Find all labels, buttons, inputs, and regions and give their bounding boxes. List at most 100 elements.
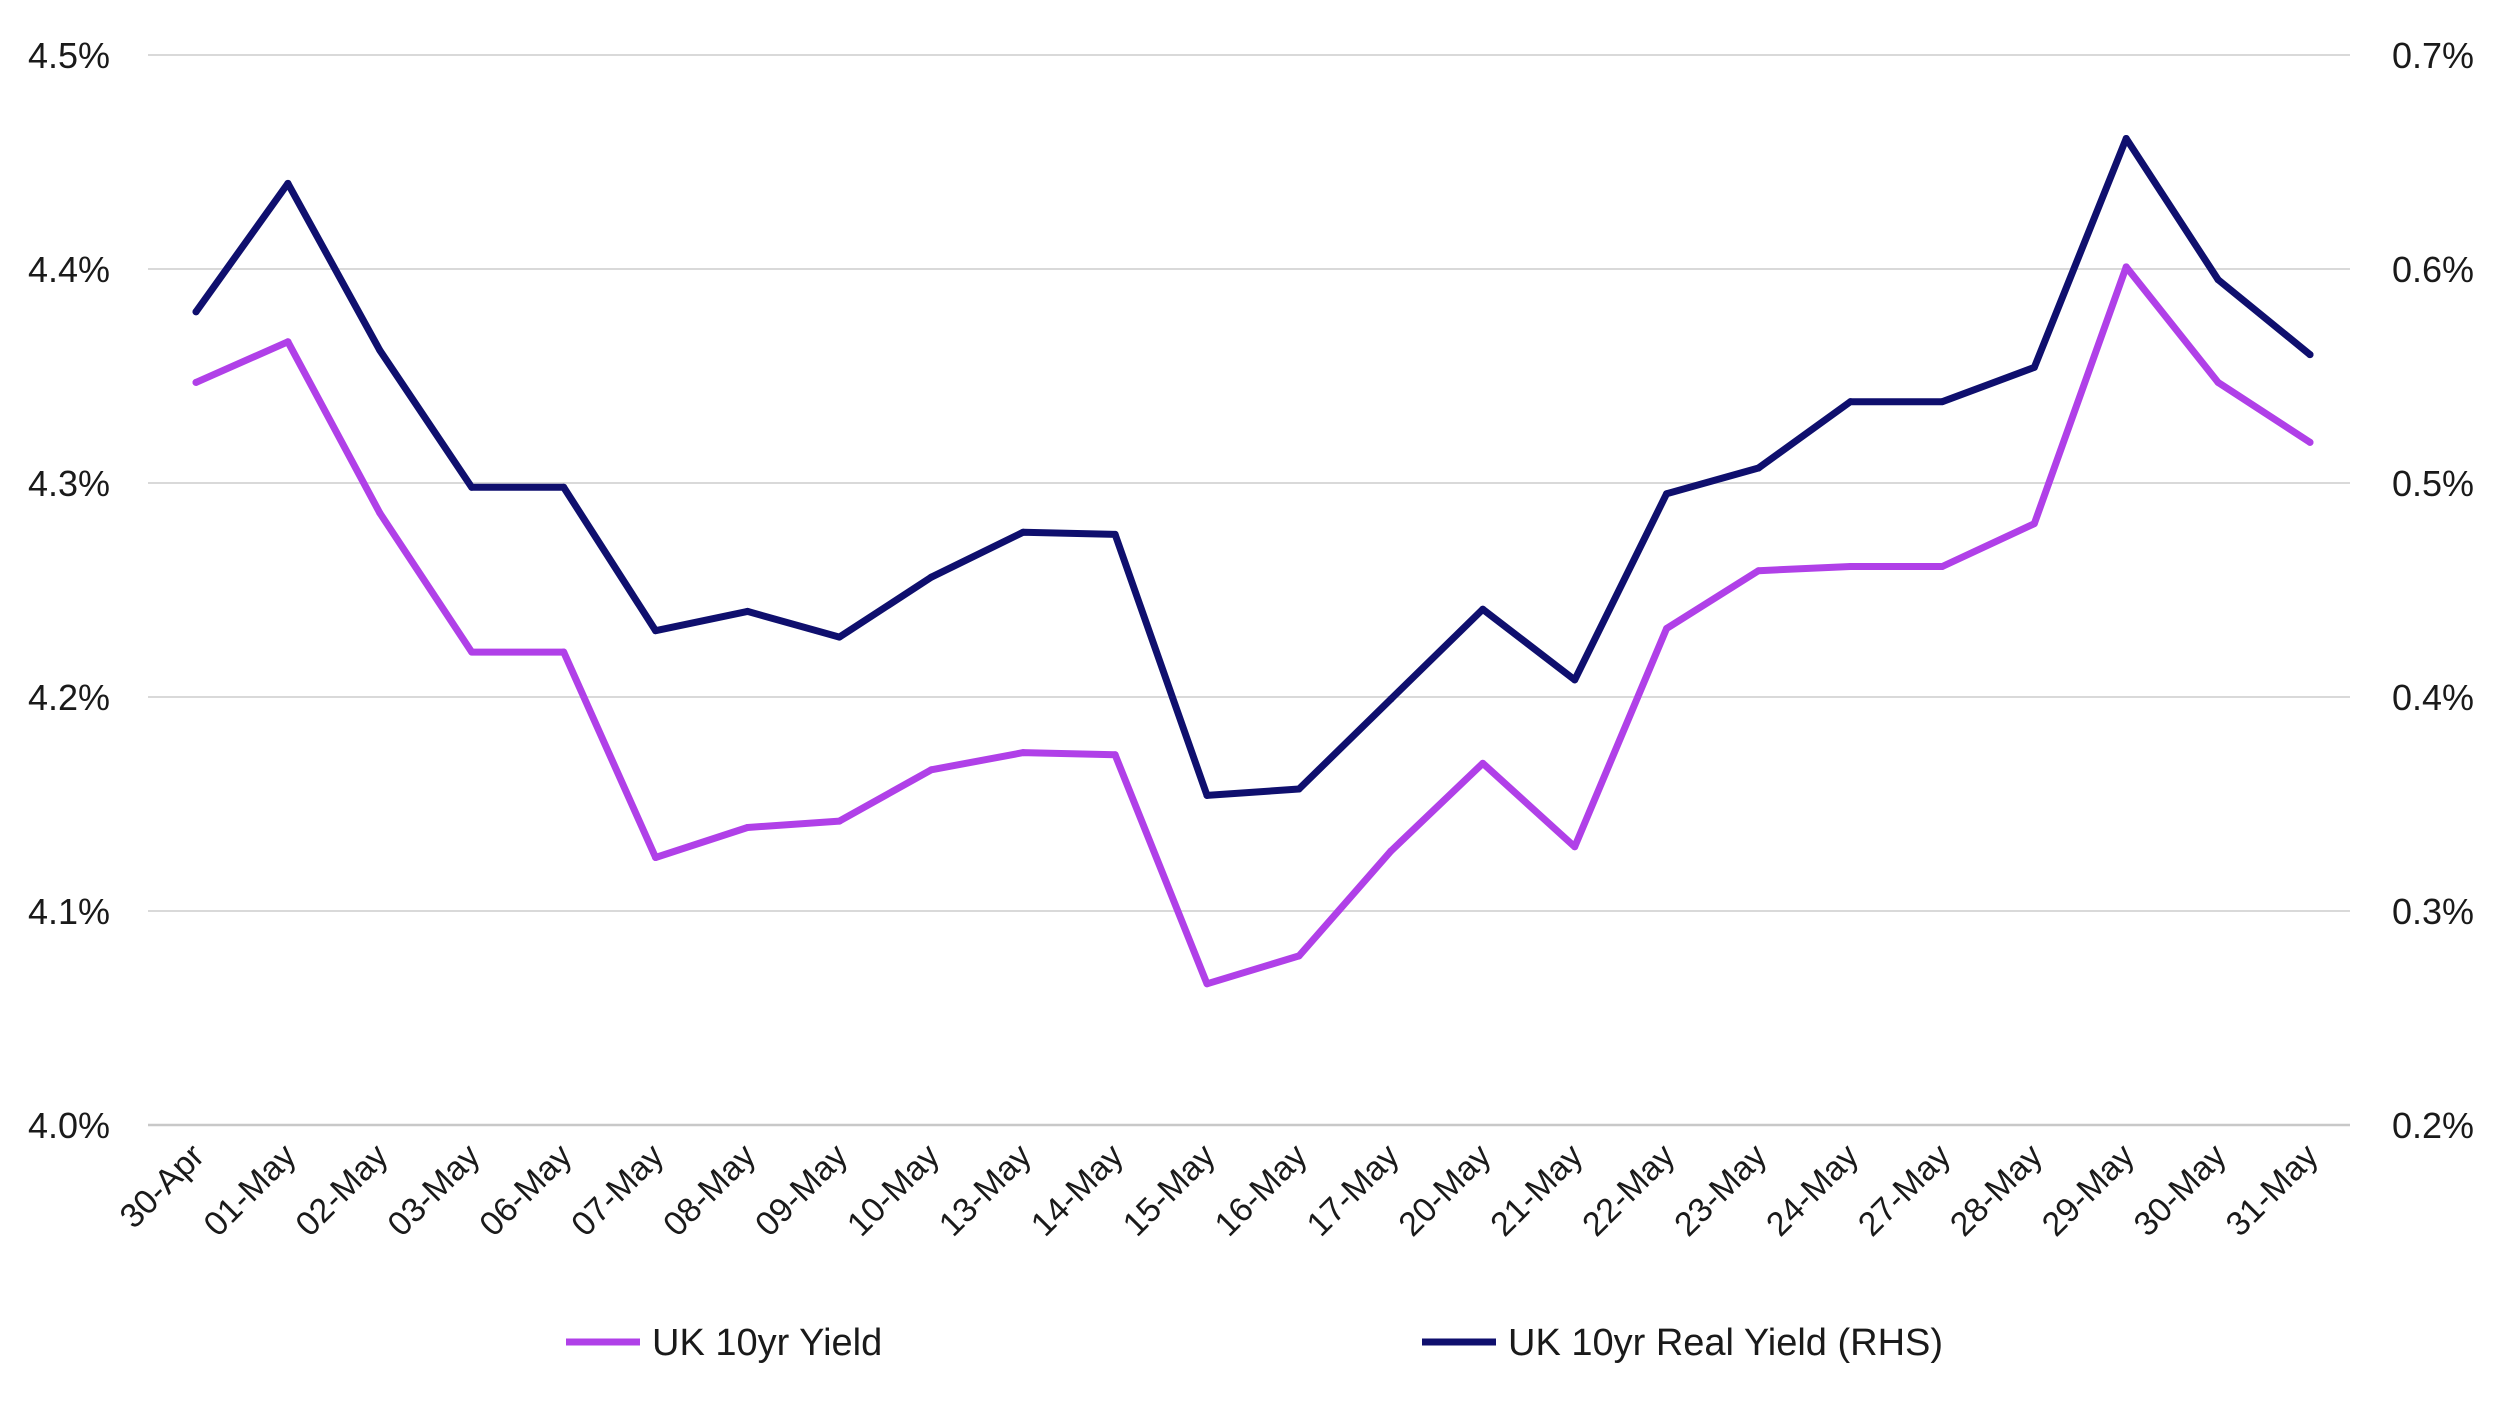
legend-label: UK 10yr Yield [652,1322,882,1364]
series-line [192,263,2314,988]
x-axis-tick-label: 30-May [2127,1137,2234,1244]
data-point [560,648,568,656]
data-point [652,627,660,635]
x-axis-tick-label: 08-May [656,1137,763,1244]
data-point [1295,785,1303,793]
left-axis-tick-label: 4.4% [28,249,110,290]
data-point [1938,562,1946,570]
data-point [743,607,751,615]
right-axis-tick-label: 0.7% [2392,35,2474,76]
right-y-axis: 0.2% 0.3% 0.4% 0.5% 0.6% 0.7% [2392,35,2474,1146]
x-axis-tick-label: 31-May [2219,1137,2326,1244]
data-point [927,573,935,581]
data-point [284,179,292,187]
data-point [1663,625,1671,633]
data-point [1571,676,1579,684]
data-point [2030,520,2038,528]
data-point [1663,490,1671,498]
data-point [2214,276,2222,284]
data-point [1938,398,1946,406]
data-point [2214,378,2222,386]
left-axis-tick-label: 4.0% [28,1105,110,1146]
data-point [1755,464,1763,472]
data-point [192,378,200,386]
left-axis-tick-label: 4.1% [28,891,110,932]
left-axis-tick-label: 4.3% [28,463,110,504]
series-uk-10yr-yield [192,263,2314,988]
right-axis-tick-label: 0.3% [2392,891,2474,932]
x-axis-tick-label: 21-May [1483,1137,1590,1244]
data-point [652,854,660,861]
data-point [1755,567,1763,575]
data-point [2122,134,2130,142]
data-point [2306,351,2314,359]
x-axis-tick-label: 28-May [1943,1137,2050,1244]
data-point [835,633,843,641]
data-point [1019,528,1027,536]
x-axis-tick-label: 20-May [1391,1137,1498,1244]
data-point [1479,605,1487,613]
x-axis: 30-Apr01-May02-May03-May06-May07-May08-M… [113,1137,2326,1244]
data-point [1111,530,1119,538]
right-axis-tick-label: 0.5% [2392,463,2474,504]
x-axis-tick-label: 15-May [1116,1137,1223,1244]
x-axis-tick-label: 10-May [840,1137,947,1244]
data-point [743,824,751,832]
data-point [1019,749,1027,757]
data-point [1479,759,1487,767]
legend-item: UK 10yr Real Yield (RHS) [1422,1322,1943,1364]
legend-label: UK 10yr Real Yield (RHS) [1508,1322,1943,1364]
series-uk-10yr-real-yield [192,134,2314,799]
left-axis-tick-label: 4.5% [28,35,110,76]
data-point [1203,791,1211,799]
x-axis-tick-label: 01-May [197,1137,304,1244]
legend: UK 10yr Yield UK 10yr Real Yield (RHS) [566,1322,1943,1364]
x-axis-tick-label: 13-May [932,1137,1039,1244]
data-point [1846,398,1854,406]
data-point [376,509,384,517]
data-point [1571,843,1579,851]
right-axis-tick-label: 0.2% [2392,1105,2474,1146]
x-axis-tick-label: 27-May [1851,1137,1958,1244]
data-point [1111,751,1119,759]
x-axis-tick-label: 22-May [1575,1137,1682,1244]
legend-item: UK 10yr Yield [566,1322,882,1364]
x-axis-tick-label: 07-May [564,1137,671,1244]
x-axis-tick-label: 29-May [2035,1137,2142,1244]
data-point [2122,263,2130,271]
data-point [376,346,384,354]
data-point [2030,363,2038,371]
data-point [468,483,476,491]
data-point [560,483,568,491]
x-axis-tick-label: 23-May [1667,1137,1774,1244]
data-point [1295,952,1303,960]
data-point [1387,695,1395,703]
data-point [468,648,476,656]
x-axis-tick-label: 14-May [1024,1137,1131,1244]
data-point [1203,980,1211,988]
right-axis-tick-label: 0.4% [2392,677,2474,718]
data-point [1846,562,1854,570]
data-point [192,308,200,316]
x-axis-tick-label: 09-May [748,1137,855,1244]
series-lines [192,134,2314,988]
x-axis-tick-label: 17-May [1299,1137,1406,1244]
x-axis-tick-label: 30-Apr [113,1137,212,1236]
gridlines [148,54,2350,1127]
series-line [192,135,2314,799]
data-point [1387,847,1395,855]
x-axis-tick-label: 03-May [380,1137,487,1244]
left-axis-tick-label: 4.2% [28,677,110,718]
data-point [284,338,292,346]
x-axis-tick-label: 02-May [288,1137,395,1244]
left-y-axis: 4.0% 4.1% 4.2% 4.3% 4.4% 4.5% [28,35,110,1146]
x-axis-tick-label: 06-May [472,1137,579,1244]
x-axis-tick-label: 24-May [1759,1137,1866,1244]
data-point [835,817,843,825]
data-point [2306,438,2314,446]
data-point [927,766,935,774]
x-axis-tick-label: 16-May [1208,1137,1315,1244]
right-axis-tick-label: 0.6% [2392,249,2474,290]
